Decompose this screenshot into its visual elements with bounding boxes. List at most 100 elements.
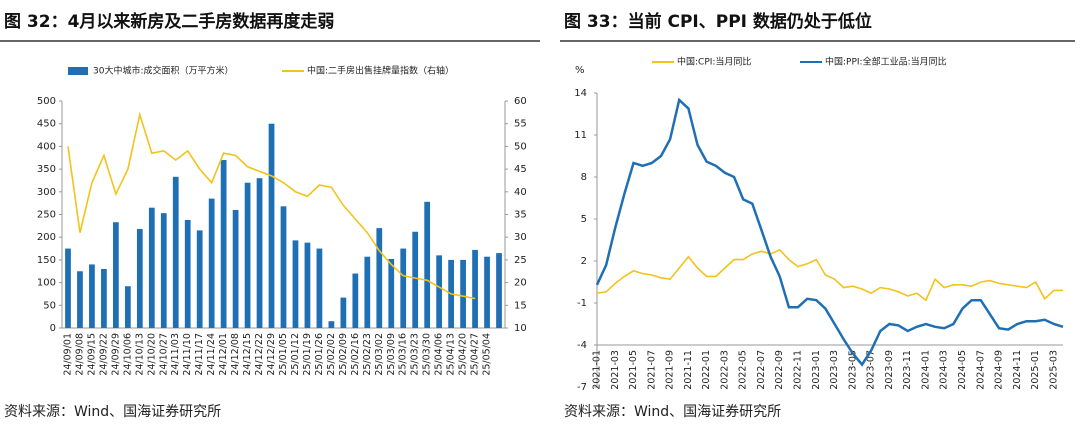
x-tick-label: 24/10/13 [134, 333, 145, 376]
bar [388, 258, 395, 328]
bar [340, 297, 347, 328]
bar [496, 253, 502, 328]
bar [400, 248, 407, 328]
source-note: 资料来源：Wind、国海证券研究所 [4, 404, 221, 420]
y-tick-label: 500 [37, 96, 56, 107]
y-tick-label: -4 [577, 340, 587, 351]
y-tick-label: 400 [37, 141, 56, 152]
x-tick-label: 2023-11 [902, 350, 913, 390]
bar [364, 256, 371, 328]
x-tick-label: 2022-03 [719, 350, 730, 390]
legend-swatch [68, 67, 88, 75]
x-tick-label: 2021-01 [592, 350, 603, 390]
x-tick-label: 2022-05 [738, 350, 749, 390]
x-tick-label: 2025-03 [1048, 350, 1059, 390]
series-line [595, 97, 1064, 367]
x-tick-label: 24/11/03 [170, 333, 181, 376]
x-tick-label: 2021-11 [683, 350, 694, 390]
bar [160, 213, 167, 328]
bar [65, 248, 71, 328]
bar [148, 207, 155, 328]
x-tick-label: 2021-03 [610, 350, 621, 390]
x-tick-label: 24/11/24 [206, 333, 217, 376]
bar [184, 219, 191, 328]
x-tick-label: 2022-01 [701, 350, 712, 390]
y-tick-label: 2 [581, 256, 587, 267]
x-tick-label: 25/01/05 [278, 333, 289, 376]
bar [244, 182, 251, 328]
x-tick-label: 24/09/29 [110, 333, 121, 376]
y-tick-label: 5 [581, 214, 587, 225]
source-note: 资料来源：Wind、国海证券研究所 [564, 404, 781, 420]
x-tick-label: 24/11/10 [182, 333, 193, 376]
bar [316, 248, 323, 328]
y2-tick-label: 30 [514, 232, 527, 243]
x-tick-label: 2024-07 [975, 350, 986, 390]
x-tick-label: 2023-05 [847, 350, 858, 390]
y2-tick-label: 40 [514, 187, 527, 198]
x-tick-label: 2021-09 [665, 350, 676, 390]
x-tick-label: 2023-09 [884, 350, 895, 390]
bar [136, 229, 143, 328]
x-tick-label: 24/12/08 [230, 333, 241, 376]
y-tick-label: 250 [37, 210, 56, 221]
bar [472, 249, 478, 328]
x-tick-label: 2021-05 [628, 350, 639, 390]
y2-tick-label: 50 [514, 141, 527, 152]
x-tick-label: 24/10/20 [146, 333, 157, 376]
x-tick-label: 2023-03 [829, 350, 840, 390]
y-tick-label: 200 [37, 232, 56, 243]
bar [101, 268, 107, 328]
bar [424, 201, 431, 328]
bar [196, 230, 203, 328]
x-tick-label: 24/10/06 [122, 333, 133, 376]
y-tick-label: 14 [574, 88, 587, 99]
x-tick-label: 24/09/22 [98, 333, 109, 376]
y2-tick-label: 20 [514, 278, 527, 289]
x-tick-label: 24/09/01 [62, 333, 73, 376]
x-tick-label: 24/12/29 [266, 333, 277, 376]
x-tick-label: 2022-09 [774, 350, 785, 390]
bar [292, 240, 299, 328]
x-tick-label: 24/12/15 [242, 333, 253, 376]
y2-tick-label: 10 [514, 323, 527, 334]
x-tick-label: 2024-09 [994, 350, 1005, 390]
y2-tick-label: 25 [514, 255, 527, 266]
x-tick-label: 2024-01 [920, 350, 931, 390]
legend-label: 30大中城市:成交面积（万平方米） [93, 65, 234, 77]
bar [484, 256, 490, 328]
bar [352, 273, 359, 328]
x-tick-label: 24/09/15 [86, 333, 97, 376]
y2-tick-label: 45 [514, 164, 527, 175]
chart-title: 图 32：4月以来新房及二手房数据再度走弱 [4, 11, 334, 32]
x-tick-label: 24/11/17 [194, 333, 205, 376]
y-tick-label: -7 [577, 382, 587, 393]
x-tick-label: 2022-11 [793, 350, 804, 390]
x-tick-label: 25/03/09 [386, 333, 397, 376]
x-tick-label: 25/05/04 [482, 333, 493, 376]
bar [304, 242, 311, 328]
bar [376, 228, 383, 328]
x-tick-label: 2024-11 [1012, 350, 1023, 390]
y-tick-label: 11 [574, 130, 587, 141]
x-tick-label: 25/02/09 [338, 333, 349, 376]
x-tick-label: 24/12/22 [254, 333, 265, 376]
bar [280, 206, 287, 328]
legend-label: 中国:PPI:全部工业品:当月同比 [825, 56, 947, 68]
y-axis-label: % [575, 65, 585, 76]
y-tick-label: 150 [37, 255, 56, 266]
bar [113, 222, 119, 328]
y2-tick-label: 60 [514, 96, 527, 107]
x-tick-label: 25/04/27 [470, 333, 481, 376]
x-tick-label: 2021-07 [646, 350, 657, 390]
x-tick-label: 25/04/20 [458, 333, 469, 376]
y-tick-label: 350 [37, 164, 56, 175]
y2-tick-label: 15 [514, 300, 527, 311]
x-tick-label: 2024-05 [957, 350, 968, 390]
bar [124, 286, 131, 328]
x-tick-label: 2025-01 [1030, 350, 1041, 390]
bar [436, 255, 443, 328]
bar [328, 321, 335, 328]
x-tick-label: 25/01/26 [314, 333, 325, 376]
